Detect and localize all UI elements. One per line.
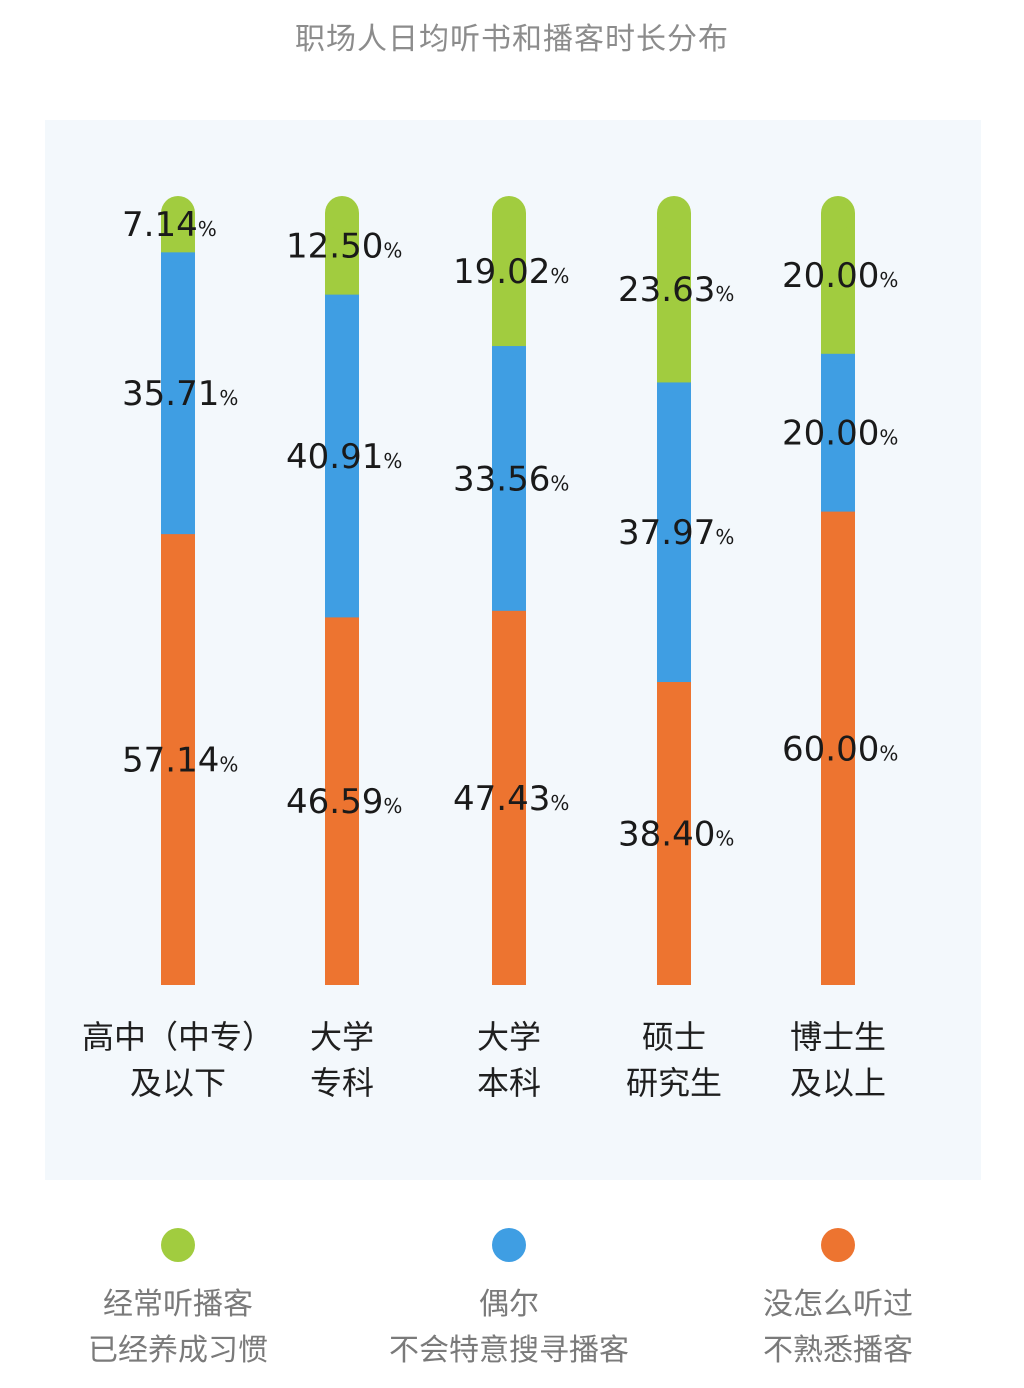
category-label: 研究生 xyxy=(626,1064,722,1102)
data-label: 19.02% xyxy=(453,252,569,292)
bar-segment-cap xyxy=(161,196,195,230)
category-label: 博士生 xyxy=(790,1018,886,1056)
percent-sign: % xyxy=(383,238,402,262)
bar-segment xyxy=(492,610,526,985)
bar-segment xyxy=(492,346,526,611)
data-label: 33.56% xyxy=(453,459,569,499)
data-label: 60.00% xyxy=(782,729,898,769)
bar-segment xyxy=(325,294,359,618)
percent-sign: % xyxy=(715,827,734,851)
data-label: 12.50% xyxy=(286,226,402,266)
percent-sign: % xyxy=(219,386,238,410)
bar-segment xyxy=(821,353,855,512)
bar-segment-cap xyxy=(657,196,691,230)
percent-sign: % xyxy=(879,426,898,450)
data-label: 37.97% xyxy=(618,513,734,553)
percent-sign: % xyxy=(715,282,734,306)
bar-segment-cap xyxy=(325,196,359,230)
category-label: 及以下 xyxy=(130,1064,226,1102)
percent-sign: % xyxy=(198,217,217,241)
category-label: 硕士 xyxy=(642,1018,706,1056)
legend-label: 不熟悉播客 xyxy=(763,1333,913,1368)
percent-sign: % xyxy=(219,753,238,777)
legend-label: 已经养成习惯 xyxy=(88,1333,268,1368)
category-label: 及以上 xyxy=(790,1064,886,1102)
legend-marker xyxy=(161,1228,195,1262)
data-label: 46.59% xyxy=(286,782,402,822)
category-label: 大学 xyxy=(310,1018,374,1056)
bar-segment xyxy=(821,213,855,354)
percent-sign: % xyxy=(550,471,569,495)
chart-title: 职场人日均听书和播客时长分布 xyxy=(295,22,729,57)
category-label: 高中（中专） xyxy=(82,1018,274,1056)
data-label: 20.00% xyxy=(782,256,898,296)
bar-segment xyxy=(821,511,855,985)
percent-sign: % xyxy=(383,794,402,818)
legend-label: 没怎么听过 xyxy=(763,1287,913,1322)
percent-sign: % xyxy=(550,264,569,288)
percent-sign: % xyxy=(383,449,402,473)
bar-segment xyxy=(657,682,691,985)
data-label: 47.43% xyxy=(453,779,569,819)
legend-marker xyxy=(492,1228,526,1262)
bar-segment-cap xyxy=(821,196,855,230)
percent-sign: % xyxy=(715,525,734,549)
bar-segment-cap xyxy=(492,196,526,230)
bar-segment xyxy=(657,213,691,383)
bar-segment xyxy=(161,534,195,985)
bar-segment xyxy=(161,252,195,535)
percent-sign: % xyxy=(879,741,898,765)
bar-segment xyxy=(325,617,359,985)
category-label: 大学 xyxy=(477,1018,541,1056)
percent-sign: % xyxy=(879,268,898,292)
category-label: 本科 xyxy=(477,1064,541,1102)
category-label: 专科 xyxy=(310,1064,374,1102)
data-label: 35.71% xyxy=(122,374,238,414)
data-label: 23.63% xyxy=(618,270,734,310)
legend-label: 不会特意搜寻播客 xyxy=(389,1333,629,1368)
legend-label: 经常听播客 xyxy=(103,1287,253,1322)
bar-segment xyxy=(657,382,691,683)
data-label: 20.00% xyxy=(782,414,898,454)
data-label: 7.14% xyxy=(122,205,217,245)
bar-segment xyxy=(492,213,526,347)
legend-marker xyxy=(821,1228,855,1262)
legend-label: 偶尔 xyxy=(479,1287,539,1322)
data-label: 40.91% xyxy=(286,437,402,477)
data-label: 38.40% xyxy=(618,815,734,855)
data-label: 57.14% xyxy=(122,741,238,781)
percent-sign: % xyxy=(550,791,569,815)
